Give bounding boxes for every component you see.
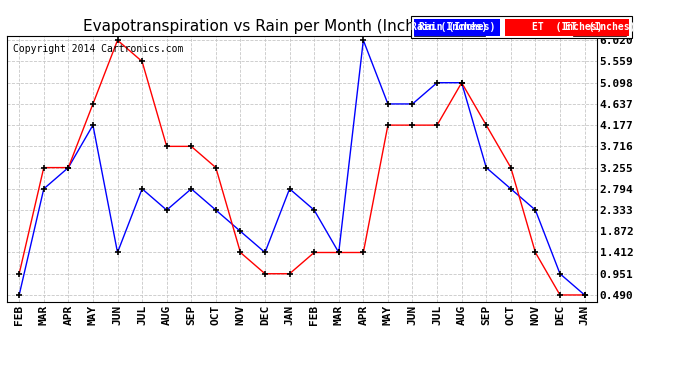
Text: ET  (Inches): ET (Inches) <box>532 22 602 32</box>
Text: Rain (Inches): Rain (Inches) <box>419 22 495 32</box>
Text: Copyright 2014 Cartronics.com: Copyright 2014 Cartronics.com <box>13 44 183 54</box>
FancyBboxPatch shape <box>411 16 632 38</box>
Text: ET  (Inches): ET (Inches) <box>564 22 635 32</box>
FancyBboxPatch shape <box>414 19 485 36</box>
FancyBboxPatch shape <box>573 19 627 36</box>
FancyBboxPatch shape <box>505 19 629 36</box>
Text: Rain (Inches): Rain (Inches) <box>411 22 488 32</box>
Title: Evapotranspiration vs Rain per Month (Inches) 20140228: Evapotranspiration vs Rain per Month (In… <box>83 20 520 34</box>
FancyBboxPatch shape <box>414 19 500 36</box>
